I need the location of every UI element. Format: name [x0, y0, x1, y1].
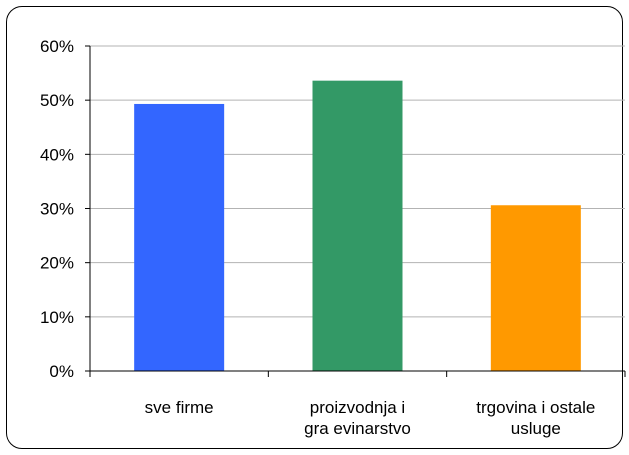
x-category-label: sve firme	[145, 398, 214, 417]
y-tick-label: 30%	[40, 200, 74, 219]
y-tick-label: 40%	[40, 145, 74, 164]
bar	[312, 80, 403, 372]
x-category-label: trgovina i ostale usluge	[476, 398, 595, 438]
y-tick-label: 20%	[40, 254, 74, 273]
bar	[490, 205, 581, 371]
x-category-labels: sve firme proizvodnja i gra evinarstvo trgo…	[145, 398, 596, 438]
y-tick-label: 0%	[49, 362, 74, 381]
bar	[134, 103, 225, 371]
y-tick-labels: 0% 10% 20% 30% 40% 50% 60%	[40, 37, 74, 381]
y-tick-label: 10%	[40, 308, 74, 327]
axes	[85, 45, 626, 377]
bars	[134, 80, 581, 372]
x-category-label: proizvodnja i gra evinarstvo	[304, 398, 411, 438]
y-tick-label: 60%	[40, 37, 74, 56]
y-tick-label: 50%	[40, 91, 74, 110]
